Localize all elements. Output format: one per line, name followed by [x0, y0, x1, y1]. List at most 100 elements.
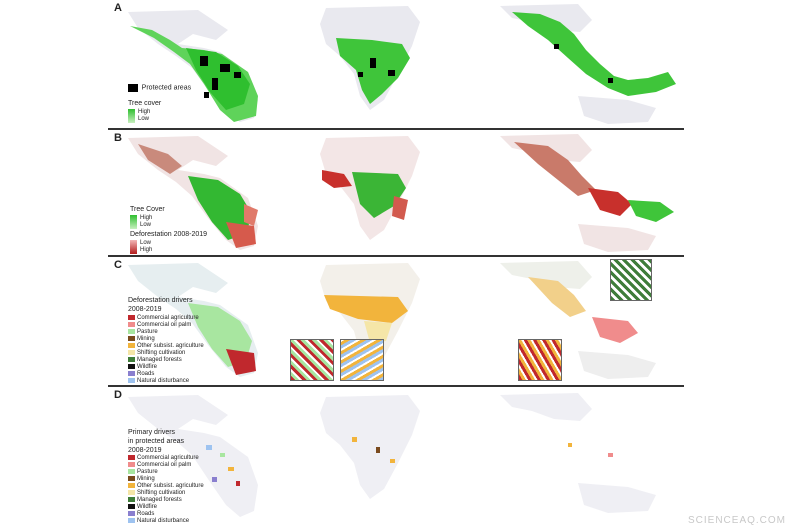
protected-area [554, 44, 559, 49]
tree-cover-gradient-b [130, 214, 137, 229]
driver-patch [236, 481, 240, 486]
primary-drivers-title-line3: 2008-2019 [128, 446, 162, 454]
legend-d: Primary drivers in protected areas 2008-20… [128, 429, 204, 525]
swatch [128, 511, 135, 517]
swatch [128, 370, 135, 376]
protected-area [608, 78, 613, 83]
legend-item: Roads [128, 511, 204, 518]
inset-africa [340, 339, 384, 381]
legend-item: Pasture [128, 469, 204, 476]
legend-protected: Protected areas [128, 84, 191, 94]
legend-item: Mining [128, 476, 204, 483]
legend-c: Deforestation drivers 2008-2019 Commercia… [128, 297, 204, 385]
swatch [128, 363, 135, 369]
legend-item: Shifting cultivation [128, 490, 204, 497]
protected-area [358, 72, 363, 77]
driver-patch [352, 437, 357, 442]
legend-item: Commercial oil palm [128, 462, 204, 469]
swatch [128, 497, 135, 503]
divider [108, 385, 684, 387]
legend-item: Other subsist. agriculture [128, 483, 204, 490]
drivers-list-d: Commercial agriculture Commercial oil pa… [128, 455, 204, 525]
protected-area [388, 70, 395, 76]
drivers-title-line2: 2008-2019 [128, 305, 162, 313]
swatch [128, 476, 135, 482]
swatch [128, 455, 135, 461]
deforestation-title: Deforestation 2008-2019 [130, 230, 208, 238]
drivers-list-c: Commercial agriculture Commercial oil pa… [128, 314, 204, 385]
tree-cover-scale: High Low [128, 108, 191, 123]
protected-swatch [128, 84, 138, 92]
driver-patch [206, 445, 212, 450]
protected-area [220, 64, 230, 72]
protected-area [212, 78, 218, 90]
swatch [128, 335, 135, 341]
legend-item: Managed forests [128, 497, 204, 504]
tree-cover-title: Tree cover [128, 100, 162, 107]
deforestation-gradient [130, 239, 137, 254]
tree-cover-scale-b: High Low [130, 214, 207, 229]
def-high-label: High [140, 246, 153, 253]
driver-patch [376, 447, 380, 453]
swatch [128, 328, 135, 334]
swatch [128, 356, 135, 362]
panel-b: B Tree Cover High Low Deforestation 2008-… [108, 130, 684, 255]
divider [108, 255, 684, 257]
swatch [128, 483, 135, 489]
legend-item: Wildfire [128, 363, 204, 371]
driver-patch [390, 459, 395, 463]
tree-high-label-b: High [140, 214, 153, 221]
legend-item: Mining [128, 335, 204, 343]
legend-item: Natural disturbance [128, 377, 204, 385]
driver-patch [220, 453, 225, 457]
legend-item: Pasture [128, 328, 204, 336]
map-c [128, 261, 656, 379]
tree-cover-gradient [128, 108, 135, 123]
legend-item: Roads [128, 370, 204, 378]
inset-southeast-asia [518, 339, 562, 381]
panel-letter-b: B [114, 132, 122, 144]
figure: A Protected areas Tree cover High Low [108, 0, 684, 530]
primary-drivers-title: Primary drivers in protected areas 2008-20… [128, 429, 204, 455]
legend-item: Wildfire [128, 504, 204, 511]
inset-south-america [290, 339, 334, 381]
tree-high-label: High [138, 108, 151, 115]
protected-area [204, 92, 209, 98]
driver-patch [212, 477, 217, 482]
swatch [128, 314, 135, 320]
panel-letter-d: D [114, 389, 122, 401]
swatch [128, 321, 135, 327]
panel-d: D Primary drivers in protected areas 2008-… [108, 387, 684, 527]
legend-item: Shifting cultivation [128, 349, 204, 357]
legend-b: Tree Cover High Low Deforestation 2008-20… [130, 206, 207, 254]
protected-area [370, 58, 376, 68]
driver-patch [608, 453, 613, 457]
legend-item: Other subsist. agriculture [128, 342, 204, 350]
inset-asia-north [610, 259, 652, 301]
swatch [128, 377, 135, 383]
panel-a: A Protected areas Tree cover High Low [108, 0, 684, 128]
swatch [128, 504, 135, 510]
divider [108, 128, 684, 130]
panel-letter-c: C [114, 259, 122, 271]
tree-low-label-b: Low [140, 221, 152, 228]
legend-item: Commercial oil palm [128, 321, 204, 329]
def-low-label: Low [140, 239, 152, 246]
deforestation-scale: Low High [130, 239, 207, 254]
swatch [128, 518, 135, 524]
protected-area [234, 72, 241, 78]
tree-low-label: Low [138, 115, 150, 122]
driver-patch [568, 443, 572, 447]
tree-cover-title-b: Tree Cover [130, 206, 165, 213]
map-b [128, 134, 674, 252]
primary-drivers-title-line1: Primary drivers [128, 429, 176, 436]
map-a [128, 4, 676, 124]
legend-a: Protected areas Tree cover High Low [128, 84, 191, 123]
drivers-title: Deforestation drivers 2008-2019 [128, 297, 204, 315]
watermark: SCIENCEAQ.COM [687, 515, 786, 526]
panel-c: C Deforestation drivers 2008-2019 Commerc… [108, 257, 684, 385]
legend-item: Managed forests [128, 356, 204, 364]
legend-item: Commercial agriculture [128, 314, 204, 322]
protected-label: Protected areas [141, 84, 192, 92]
legend-item: Natural disturbance [128, 518, 204, 525]
